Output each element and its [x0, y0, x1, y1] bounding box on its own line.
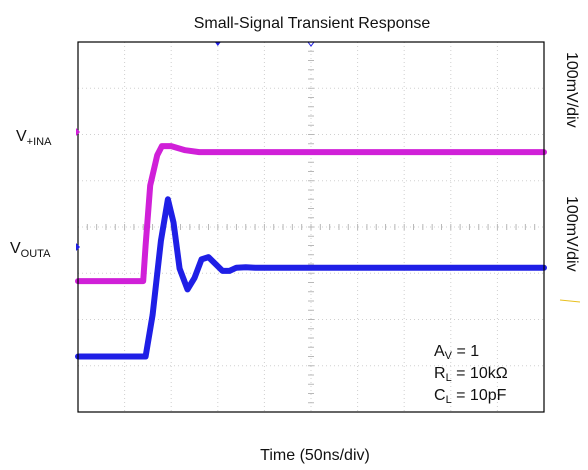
- ch2-marker-icon: [76, 243, 80, 251]
- annotation-block: AV = 1 RL = 10kΩ CL = 10pF: [434, 343, 508, 406]
- series-line-core-outa: [78, 199, 544, 358]
- ch1-scale-label: 100mV/div: [563, 52, 580, 128]
- plot-frame: [77, 41, 545, 413]
- ch2-scale-label: 100mV/div: [563, 196, 580, 272]
- annotation-cl: CL = 10pF: [434, 387, 507, 406]
- series-line-core-+ina: [78, 145, 544, 282]
- ch1-marker-icon: [76, 128, 80, 136]
- plot-grid: [77, 41, 545, 413]
- plot-traces: [75, 143, 547, 360]
- chart-title: Small-Signal Transient Response: [194, 15, 431, 32]
- annotation-av: AV = 1: [434, 343, 479, 362]
- scale-underline: [559, 299, 581, 303]
- ch2-label: VOUTA: [10, 240, 51, 260]
- x-axis-label: Time (50ns/div): [260, 447, 370, 464]
- annotation-rl: RL = 10kΩ: [434, 365, 508, 384]
- ch1-label: V+INA: [16, 128, 52, 148]
- trigger-marker-icon: [214, 42, 221, 46]
